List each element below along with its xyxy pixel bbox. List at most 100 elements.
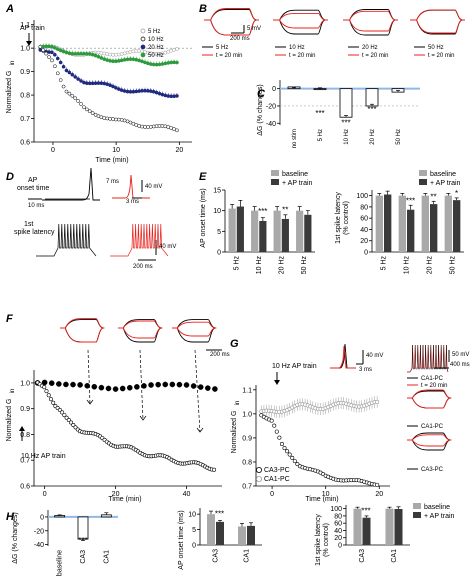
panel-e-right-bar	[444, 195, 452, 252]
panel-e-right-y-tick-label: 80	[360, 204, 368, 211]
panel-f-x-tick-label: 40	[183, 491, 191, 498]
panel-h-mid-y-tick-label: 10	[188, 512, 196, 519]
panel-e-right-y-tick-label: 60	[360, 216, 368, 223]
panel-f-point-train	[57, 408, 62, 413]
panel-f-trace-late-up	[60, 318, 105, 329]
panel-a-point	[148, 89, 153, 94]
panel-a-point	[128, 49, 133, 54]
panel-b-t20-2: t = 20 min	[289, 53, 316, 59]
panel-a-legend-label: 5 Hz	[148, 29, 160, 35]
panel-g-point-ca3	[269, 418, 274, 423]
panel-a-legend-marker	[140, 52, 146, 58]
panel-e-left-y-tick-label: 5	[217, 229, 221, 236]
panel-f-point-control	[56, 381, 62, 387]
panel-f-scale-ms: 200 ms	[210, 352, 230, 358]
panel-f-point-control	[162, 381, 169, 388]
panel-a-point	[79, 102, 83, 106]
panel-e-left-y-tick-label: 15	[213, 188, 221, 195]
panel-a-point	[111, 84, 115, 89]
panel-e-legend-aptrain: + AP train	[282, 180, 313, 187]
panel-h-right-bar	[394, 509, 403, 545]
panel-h-right-x-tick-label: CA3	[359, 549, 366, 563]
panel-g-t20: t = 20 min	[421, 383, 448, 389]
panel-a-point	[140, 49, 144, 54]
panel-e-left-bar	[228, 208, 236, 252]
panel-b-scale-ms: 200 ms	[230, 36, 250, 42]
panel-h-right-y-tick-label: 100	[330, 506, 342, 513]
panel-f-link-arrow	[139, 349, 144, 421]
panel-g-traces	[330, 343, 452, 451]
panel-d-onset-1: AP	[28, 177, 38, 184]
panel-f-link-arrow	[87, 349, 91, 405]
panel-f-trace-late	[172, 327, 217, 337]
panel-a-point	[175, 128, 179, 133]
panel-a-plot: 0 10 20 0.6 0.7 0.8 0.9 1.0 1.1 5 Hz 10 Hz 20 Hz 50 …	[20, 20, 192, 154]
panel-a-point	[175, 60, 179, 65]
panel-a-point	[160, 62, 165, 66]
panel-f-point-control	[105, 385, 112, 392]
panel-a-point	[93, 112, 98, 117]
panel-g-point-ca3	[272, 423, 277, 428]
panel-e-right-y-tick-label: 20	[360, 238, 368, 245]
panel-c-label: C	[257, 88, 266, 100]
panel-f-point-control	[190, 383, 197, 389]
panel-e-left-star-20hz: **	[282, 205, 288, 214]
panel-c-x-tick-label: 50 Hz	[396, 129, 402, 145]
panel-h-mid-bar	[207, 514, 215, 545]
panel-a-point	[55, 56, 60, 61]
panel-e-right-bar	[453, 200, 461, 252]
panel-h-left-ylabel: ΔG (% changes)	[12, 512, 19, 563]
panel-g-scale-400ms: 400 ms	[450, 362, 470, 368]
panel-d-label: D	[6, 171, 14, 183]
panel-g-step-t20-up	[407, 434, 452, 441]
panel-e-left-x-tick-label: 20 Hz	[278, 256, 285, 275]
panel-b-t20-3: t = 20 min	[362, 53, 389, 59]
panel-f-point-control	[98, 384, 105, 391]
panel-e-left-x-tick-label: 10 Hz	[256, 256, 263, 275]
panel-f-point-control	[176, 381, 183, 388]
panel-h-right-x-tick-label: CA1	[391, 549, 398, 563]
panel-f-link-arrowhead	[86, 399, 94, 405]
panel-f-ylabel: Normalized G	[6, 399, 13, 442]
panel-c-bar	[365, 88, 379, 107]
panel-a-point	[58, 60, 63, 65]
panel-a-x-tick-label: 0	[51, 147, 55, 154]
panel-h-legend: baseline + AP train	[413, 503, 455, 520]
panel-f-point-control	[119, 385, 126, 392]
panel-h-legend-aptrain: + AP train	[424, 513, 455, 520]
panel-f-y-tick-label: 1.0	[20, 380, 30, 387]
panel-d-scale-3ms: 3 ms	[126, 199, 139, 205]
panel-a-point	[50, 50, 54, 55]
panel-f-y-tick-label: 0.9	[20, 406, 30, 413]
panel-a-point	[102, 51, 107, 56]
panel-h-mid-plot: 0 5 10 CA3 CA1 ***	[188, 508, 262, 563]
panel-f-traces	[60, 318, 222, 351]
panel-f-point-control	[70, 381, 76, 388]
panel-h-right-bar	[362, 517, 371, 545]
panel-f-point-train	[44, 389, 49, 394]
panel-h-mid-star: ***	[215, 510, 224, 519]
panel-a-point	[38, 44, 43, 49]
panel-a-point	[175, 47, 179, 51]
panel-f-link-arrowhead	[139, 415, 147, 421]
panel-g-point-ca3	[282, 446, 287, 451]
panel-c-ylabel: ΔG (% changes)	[257, 84, 264, 135]
panel-g-step-t20-up	[407, 389, 452, 399]
panel-f-y-tick-label: 0.8	[20, 432, 30, 439]
panel-f-ylabel-sub: in	[10, 389, 16, 394]
panel-f-x-tick-label: 20	[112, 491, 120, 498]
panel-e-right-bar	[421, 195, 429, 252]
panel-f-point-control	[48, 380, 55, 386]
panel-g-x-tick-label: 10	[322, 491, 330, 498]
panel-e-right-x-tick-label: 5 Hz	[381, 256, 388, 271]
panel-a-point	[102, 116, 107, 120]
panel-g-x-tick-label: 20	[375, 491, 383, 498]
panel-b-legend-50hz: 50 Hz	[428, 45, 444, 51]
panel-g-ylabel: Normalized G	[231, 411, 238, 454]
panel-c-y-tick-label: -40	[266, 121, 276, 128]
panel-a-annotation: AP train	[20, 25, 45, 32]
panel-h-right-ylabel-2: (% control)	[323, 523, 330, 557]
panel-d-scale-10ms: 10 ms	[28, 203, 44, 209]
